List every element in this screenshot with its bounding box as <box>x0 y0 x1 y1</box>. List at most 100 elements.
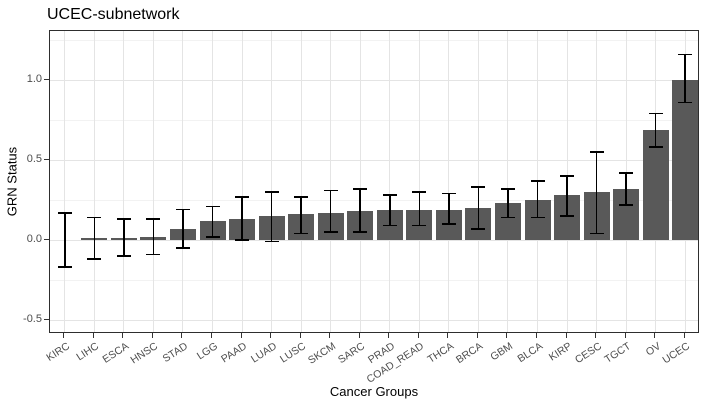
error-cap-top-UCEC <box>678 53 693 56</box>
error-bar-BRCA <box>477 187 480 229</box>
error-cap-bottom-STAD <box>175 247 190 249</box>
error-bar-GBM <box>507 188 509 218</box>
error-cap-bottom-SARC <box>353 231 368 233</box>
error-bar-SKCM <box>329 190 332 232</box>
x-tick-label: KIRP <box>546 340 575 364</box>
error-cap-bottom-CESC <box>589 232 604 235</box>
gridline-vertical <box>418 31 420 332</box>
error-cap-top-THCA <box>441 192 456 195</box>
error-bar-TGCT <box>625 172 627 205</box>
error-cap-bottom-PRAD <box>382 224 397 227</box>
x-tick <box>181 333 183 338</box>
error-cap-bottom-BRCA <box>471 228 486 230</box>
x-tick-label: PAAD <box>219 340 250 366</box>
x-tick <box>63 333 65 338</box>
y-tick-label: -0.5 <box>23 312 42 325</box>
error-bar-KIRP <box>566 176 568 216</box>
x-tick-label: STAD <box>160 340 190 366</box>
x-tick <box>565 333 567 338</box>
error-cap-bottom-PAAD <box>235 239 250 241</box>
y-tick-label: 0.0 <box>26 232 42 245</box>
gridline-minor <box>50 120 698 121</box>
gridline-vertical <box>241 31 243 332</box>
error-cap-top-KIRP <box>560 175 575 177</box>
error-cap-top-ESCA <box>116 218 131 220</box>
x-tick <box>417 333 419 338</box>
x-tick-label: THCA <box>425 340 456 366</box>
x-tick <box>151 333 153 338</box>
error-bar-ESCA <box>123 219 125 256</box>
error-bar-KIRC <box>64 212 66 268</box>
x-tick-label: UCEC <box>660 340 693 367</box>
error-cap-bottom-COAD_READ <box>412 224 427 227</box>
error-cap-top-LIHC <box>87 216 102 219</box>
gridline-minor <box>50 200 698 201</box>
gridline-vertical <box>389 31 391 332</box>
error-bar-CESC <box>595 152 598 234</box>
gridline-vertical <box>271 31 273 332</box>
y-tick-label: 1.0 <box>26 72 42 85</box>
gridline-vertical <box>64 31 66 332</box>
error-bar-LGG <box>211 206 214 237</box>
error-cap-top-PAAD <box>235 196 250 198</box>
error-cap-top-HNSC <box>146 218 161 220</box>
error-bar-STAD <box>182 209 184 248</box>
x-tick-label: LGG <box>194 340 220 363</box>
error-cap-top-PRAD <box>382 194 397 196</box>
y-tick-label: 0.5 <box>26 152 42 165</box>
x-tick <box>358 333 360 338</box>
error-bar-HNSC <box>152 219 155 255</box>
error-bar-BLCA <box>536 180 539 218</box>
x-tick-label: LUAD <box>248 340 279 366</box>
x-tick <box>122 333 124 338</box>
x-tick <box>270 333 272 338</box>
x-tick <box>240 333 242 338</box>
error-cap-top-STAD <box>175 208 190 211</box>
error-cap-bottom-OV <box>648 146 663 148</box>
chart-title: UCEC-subnetwork <box>47 6 180 23</box>
x-tick-label: LUSC <box>278 340 309 366</box>
x-tick <box>624 333 626 338</box>
x-tick-label: CESC <box>572 340 604 367</box>
x-tick-label: LIHC <box>74 340 102 364</box>
error-cap-top-LGG <box>205 205 220 208</box>
error-cap-top-GBM <box>500 188 515 190</box>
gridline-vertical <box>507 31 509 332</box>
gridline-vertical <box>182 31 184 332</box>
error-cap-bottom-KIRC <box>57 266 72 268</box>
error-bar-SARC <box>359 188 361 232</box>
error-cap-top-KIRC <box>57 212 72 214</box>
error-cap-bottom-THCA <box>441 223 456 225</box>
plot-panel <box>49 30 699 333</box>
error-cap-bottom-ESCA <box>116 255 131 257</box>
gridline-vertical <box>93 31 95 332</box>
error-bar-UCEC <box>684 54 686 103</box>
gridline-major <box>50 160 698 161</box>
gridline-vertical <box>152 31 154 332</box>
error-cap-top-LUSC <box>294 196 309 198</box>
error-bar-LUAD <box>270 192 273 242</box>
error-cap-top-BLCA <box>530 180 545 182</box>
error-cap-top-CESC <box>589 151 604 153</box>
x-tick-label: TGCT <box>602 340 634 366</box>
y-tick <box>44 318 49 320</box>
error-bar-OV <box>654 113 657 148</box>
error-cap-bottom-LUAD <box>264 240 279 243</box>
error-bar-THCA <box>448 193 450 224</box>
error-bar-LIHC <box>93 217 96 260</box>
error-cap-bottom-LIHC <box>87 258 102 260</box>
error-bar-PRAD <box>389 195 391 226</box>
error-cap-bottom-HNSC <box>146 253 161 256</box>
x-tick <box>683 333 685 338</box>
gridline-major <box>50 320 698 321</box>
error-cap-top-SARC <box>353 188 368 190</box>
error-cap-top-BRCA <box>471 186 486 188</box>
gridline-vertical <box>300 31 302 332</box>
error-cap-bottom-TGCT <box>619 204 634 206</box>
x-tick-label: KIRC <box>44 340 72 364</box>
error-cap-top-OV <box>648 112 663 115</box>
error-cap-bottom-LUSC <box>294 232 309 235</box>
x-tick <box>299 333 301 338</box>
gridline-vertical <box>477 31 479 332</box>
